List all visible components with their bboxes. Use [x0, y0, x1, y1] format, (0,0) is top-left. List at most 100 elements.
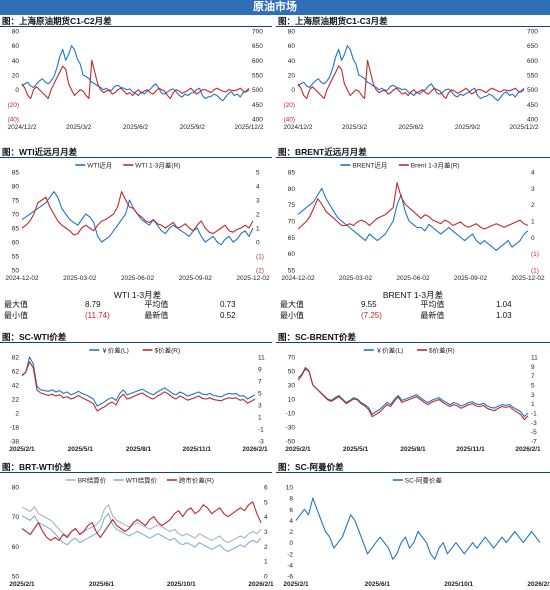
- y-tick-label: -18: [10, 425, 20, 432]
- y-tick-label: 60: [288, 251, 296, 258]
- y-tick-label: (20): [283, 102, 295, 109]
- y-tick-label: 40: [12, 58, 20, 65]
- x-tick-label: 2025-06-02: [121, 275, 155, 282]
- chart-c4: 85 80 75 70 65 60 55 4 3 2 1 0 (1) (1) 2024-12-02 2025-…: [281, 161, 545, 283]
- y2-tick-label: 4: [264, 514, 268, 521]
- y-tick-label: 75: [12, 198, 20, 205]
- x-tick-label: 2025/6/1: [89, 581, 115, 588]
- table-row: 最大值 9.55 平均值 1.04: [278, 299, 548, 310]
- y2-tick-label: 0: [531, 235, 535, 242]
- y-tick-label: 65: [288, 235, 296, 242]
- y2-tick-label: 2: [264, 544, 268, 551]
- y2-tick-label: 5: [258, 391, 262, 398]
- x-tick-label: 2025/5/1: [68, 446, 94, 453]
- y2-tick-label: 5: [256, 170, 260, 177]
- divider: [0, 157, 272, 158]
- y-tick-label: 42: [12, 383, 20, 390]
- stat-value: 8.79: [85, 300, 101, 309]
- x-tick-label: 2025/10/1: [167, 581, 196, 588]
- stats-table-brent: 最大值 9.55 平均值 1.04 最小值 (7.25) 最新值 1.03: [278, 299, 548, 321]
- series-line-1: [21, 361, 256, 412]
- series-line-1: [297, 368, 529, 421]
- x-tick-label: 2025-09-02: [454, 275, 488, 282]
- chart-c6: 70 50 30 10 -10 -30 -50 11 9 7 5 3 1 -1 -3 -5 -7 2025/2/1…: [285, 346, 541, 454]
- y2-tick-label: 700: [527, 29, 538, 36]
- y-tick-label: 10: [288, 397, 296, 404]
- x-tick-label: 2025-06-02: [396, 275, 430, 282]
- y-tick-label: 60: [288, 43, 296, 50]
- series-line-1: [21, 513, 262, 553]
- y-tick-label: 0: [289, 540, 293, 547]
- y-tick-label: 80: [12, 485, 20, 492]
- y-tick-label: 55: [12, 254, 20, 261]
- stat-label: 最大值: [280, 300, 304, 309]
- y-tick-label: 85: [288, 170, 296, 177]
- y-tick-label: 8: [289, 496, 293, 503]
- y-tick-label: 80: [12, 184, 20, 191]
- series-line-0: [295, 497, 541, 560]
- y-tick-label: 20: [288, 73, 296, 80]
- legend-label: WTI近月: [87, 161, 112, 170]
- chart-title-c8: 图：SC-阿曼价差: [278, 462, 344, 472]
- y2-tick-label: -3: [258, 439, 264, 446]
- y-tick-label: -4: [287, 562, 293, 569]
- y2-tick-label: 3: [264, 529, 268, 536]
- x-tick-label: 2024/12/2: [284, 124, 313, 131]
- x-tick-label: 2026/2/1: [527, 581, 550, 588]
- chart-title-c3: 图：WTI近远月月差: [2, 147, 78, 157]
- y-tick-label: 22: [12, 397, 20, 404]
- y-tick-label: 30: [288, 383, 296, 390]
- series-line-0: [297, 45, 525, 102]
- y2-tick-label: 450: [527, 102, 538, 109]
- stats-title-wti: WTI 1-3月差: [113, 290, 162, 300]
- y2-tick-label: 0: [264, 574, 268, 581]
- x-tick-label: 2025/12/2: [510, 124, 539, 131]
- x-tick-label: 2025/11/1: [182, 446, 211, 453]
- y-tick-label: -50: [286, 439, 296, 446]
- x-tick-label: 2025/6/2: [123, 124, 149, 131]
- y2-tick-label: 600: [527, 58, 538, 65]
- y2-tick-label: 9: [531, 364, 535, 371]
- y-tick-label: 70: [12, 212, 20, 219]
- y2-tick-label: (2): [256, 268, 264, 275]
- divider: [276, 157, 550, 158]
- x-tick-label: 2025/2/1: [283, 581, 309, 588]
- divider: [276, 472, 550, 473]
- y-tick-label: 2: [15, 411, 19, 418]
- chart-c3: 85 80 75 70 65 60 55 50 5 4 3 2 1 0 (1) (2) 2024-12-02 20…: [5, 161, 270, 283]
- legend-label: ￥价差(L): [376, 346, 403, 355]
- x-tick-label: 2025/2/1: [285, 446, 311, 453]
- x-tick-label: 2025-09-02: [179, 275, 213, 282]
- y-tick-label: (40): [7, 117, 19, 124]
- stat-label: 平均值: [420, 300, 445, 309]
- y-tick-label: 65: [12, 226, 20, 233]
- y-tick-label: -2: [287, 551, 293, 558]
- y2-tick-label: -7: [531, 439, 537, 446]
- chart-c2: 806040200(20)(40)70065060055050045040020…: [283, 29, 539, 132]
- y2-tick-label: 1: [531, 401, 535, 408]
- y-tick-label: 82: [12, 355, 20, 362]
- y-tick-label: 40: [288, 58, 296, 65]
- y2-tick-label: 0: [256, 240, 260, 247]
- x-tick-label: 2025/10/1: [444, 581, 473, 588]
- legend-label: $价差(R): [155, 346, 181, 355]
- y2-tick-label: 7: [258, 379, 262, 386]
- stats-title-brent: BRENT 1-3月差: [382, 290, 444, 300]
- legend-label: Brent 1-3月差(R): [411, 161, 460, 170]
- legend-label: BR结算价: [78, 476, 107, 485]
- y2-tick-label: 3: [256, 198, 260, 205]
- x-tick-label: 2025/3/2: [342, 124, 368, 131]
- y2-tick-label: 6: [264, 485, 268, 492]
- x-tick-label: 2026/2/1: [515, 446, 541, 453]
- stat-value: 0.52: [219, 311, 236, 320]
- x-tick-label: 2025/6/1: [365, 581, 391, 588]
- legend-label: SC-阿曼价差: [405, 476, 443, 485]
- y-tick-label: 20: [12, 73, 20, 80]
- y-tick-label: 4: [289, 518, 293, 525]
- x-tick-label: 2025/9/2: [180, 124, 206, 131]
- x-tick-label: 2025/8/1: [126, 446, 152, 453]
- y-tick-label: 85: [12, 170, 20, 177]
- stat-value: 0.73: [219, 300, 236, 309]
- y2-tick-label: 400: [252, 117, 263, 124]
- chart-title-c5: 图：SC-WTI价差: [2, 332, 67, 342]
